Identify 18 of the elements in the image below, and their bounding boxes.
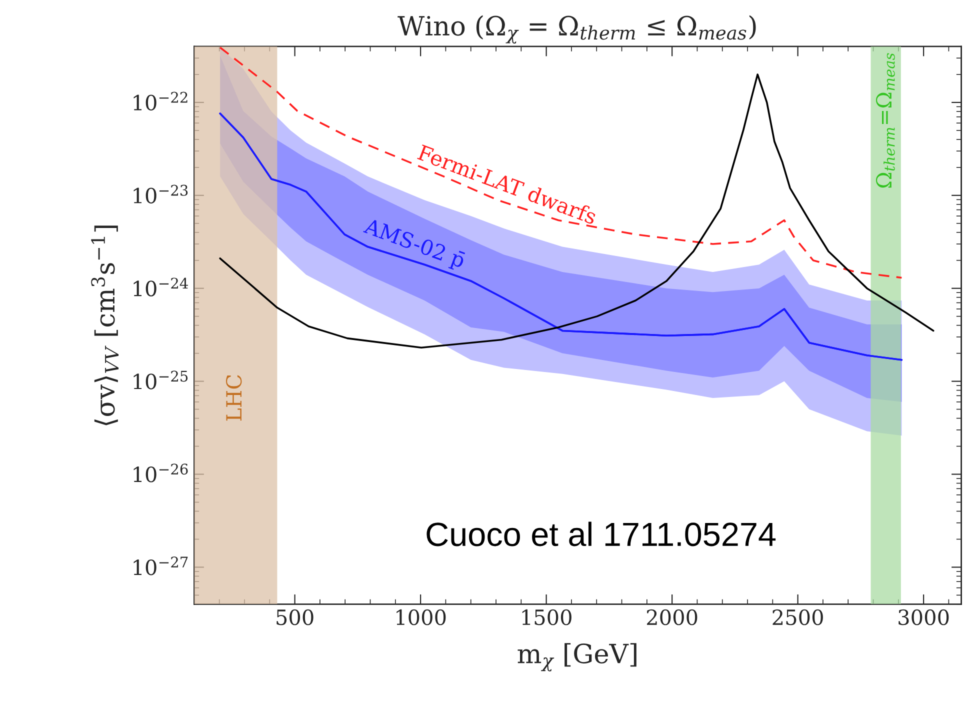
- x-tick-label: 2000: [646, 609, 698, 626]
- x-tick-label: 1500: [522, 609, 572, 626]
- y-tick-label: 10$^{−27}$: [134, 556, 188, 576]
- x-tick-label: 2500: [772, 609, 823, 626]
- y-tick-label: 10$^{−22}$: [134, 92, 188, 110]
- x-tick-label: 3000: [898, 609, 949, 626]
- chart-title: Wino (Ω$_{χ}$ = Ω$_{therm}$ ≤ Ω$_{meas}$): [398, 15, 756, 44]
- y-tick-label: 10$^{−24}$: [134, 278, 188, 296]
- x-tick-label: 1000: [396, 609, 446, 626]
- y-tick-label: 10$^{−25}$: [134, 370, 188, 390]
- y-axis-title: ⟨σv⟩$_{VV}$ [cm$^{3}$s$^{−1}$]: [91, 226, 119, 426]
- y-tick-label: 10$^{−26}$: [134, 464, 188, 482]
- band-label: LHC: [226, 375, 242, 421]
- y-tick-label: 10$^{−23}$: [134, 184, 188, 204]
- annotation: Cuoco et al 1711.05274: [426, 522, 776, 546]
- x-tick-label: 500: [276, 609, 314, 626]
- band-label: Ω$_{therm}$=Ω$_{meas}$: [876, 53, 895, 188]
- x-axis-title: m$_{χ}$ [GeV]: [518, 643, 636, 672]
